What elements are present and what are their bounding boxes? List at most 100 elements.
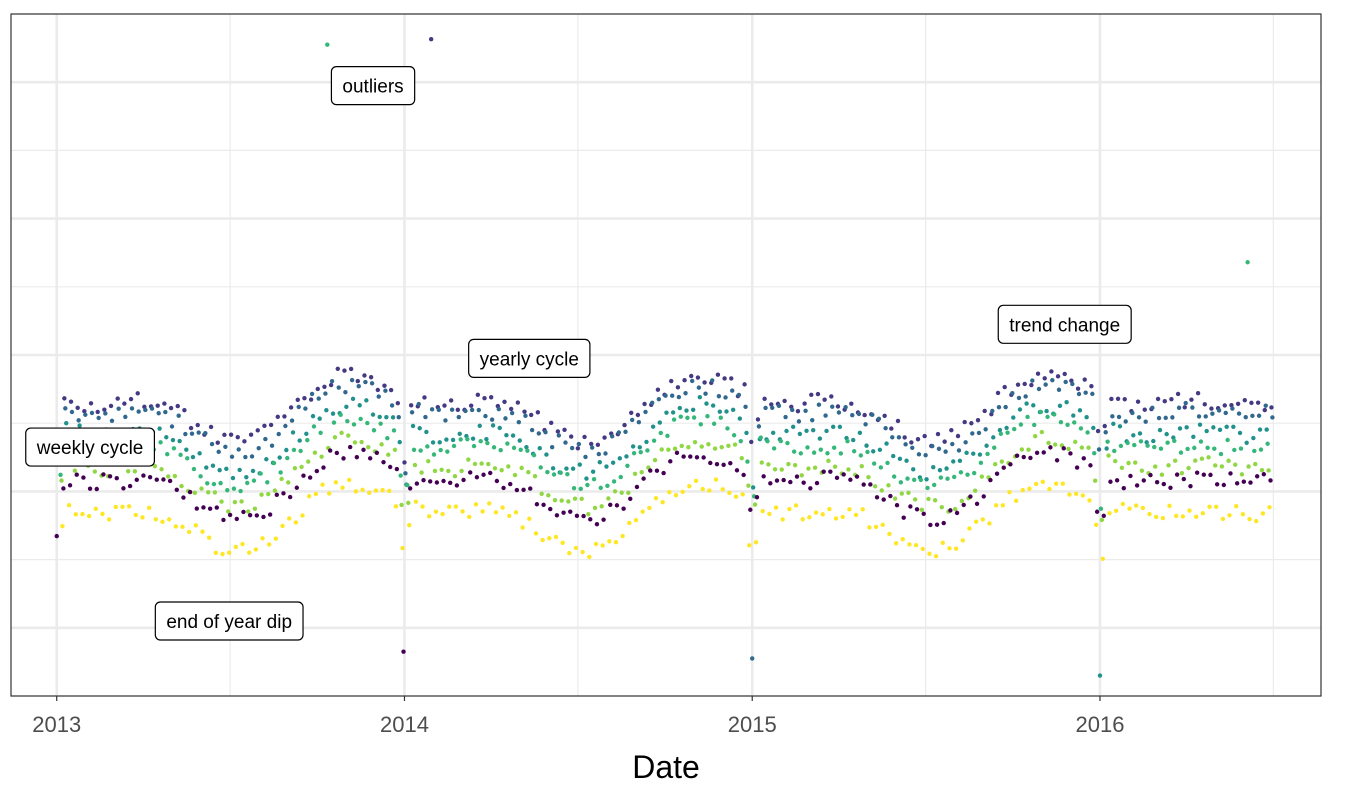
data-point bbox=[918, 477, 924, 483]
data-point bbox=[1039, 429, 1045, 435]
data-point bbox=[721, 462, 726, 468]
data-point bbox=[1263, 403, 1268, 408]
data-point bbox=[816, 402, 822, 407]
data-point bbox=[251, 478, 257, 483]
data-point bbox=[582, 434, 587, 440]
data-point bbox=[822, 397, 827, 402]
data-point bbox=[1161, 481, 1167, 487]
data-point bbox=[1078, 426, 1084, 431]
data-point bbox=[478, 438, 483, 444]
data-point bbox=[824, 428, 829, 434]
data-point bbox=[1258, 447, 1264, 452]
annotation-box bbox=[997, 304, 1132, 344]
data-point bbox=[1086, 445, 1091, 450]
data-point bbox=[471, 443, 477, 449]
data-point bbox=[206, 535, 212, 540]
data-point bbox=[292, 466, 298, 471]
data-point bbox=[1151, 438, 1156, 444]
data-point bbox=[630, 444, 636, 449]
data-point bbox=[312, 450, 318, 455]
data-point bbox=[670, 410, 676, 415]
data-point bbox=[445, 449, 450, 454]
data-point bbox=[761, 474, 766, 479]
data-point bbox=[329, 378, 335, 384]
data-point bbox=[1165, 440, 1170, 445]
annotation-label: yearly cycle bbox=[468, 338, 591, 379]
data-point bbox=[189, 431, 195, 436]
data-point bbox=[459, 468, 464, 474]
data-point bbox=[962, 419, 967, 425]
data-point bbox=[1122, 397, 1127, 402]
data-point bbox=[673, 493, 679, 498]
data-point bbox=[622, 422, 627, 428]
data-point bbox=[246, 550, 252, 555]
data-point bbox=[163, 409, 168, 415]
data-point bbox=[387, 464, 393, 470]
data-point bbox=[574, 513, 580, 519]
data-point bbox=[473, 502, 479, 507]
data-point bbox=[815, 391, 821, 397]
data-point bbox=[1214, 504, 1219, 510]
data-point bbox=[904, 458, 909, 463]
data-point bbox=[931, 482, 937, 488]
data-point bbox=[860, 507, 865, 512]
data-point bbox=[1022, 381, 1027, 387]
data-point bbox=[443, 418, 448, 423]
data-point bbox=[552, 497, 558, 503]
data-point bbox=[614, 503, 620, 508]
data-point bbox=[910, 445, 915, 450]
data-point bbox=[1148, 472, 1153, 478]
panel-border bbox=[10, 13, 1322, 697]
data-point bbox=[571, 486, 577, 491]
data-point bbox=[770, 430, 776, 436]
data-point bbox=[838, 451, 844, 456]
data-point bbox=[1137, 431, 1143, 436]
data-point bbox=[1025, 414, 1030, 420]
data-point bbox=[554, 513, 560, 518]
data-point bbox=[266, 542, 272, 547]
data-point bbox=[1050, 378, 1055, 383]
data-point bbox=[804, 428, 809, 433]
data-point bbox=[736, 392, 742, 398]
data-point bbox=[1255, 400, 1261, 405]
data-point bbox=[511, 445, 517, 451]
data-point bbox=[293, 520, 299, 525]
data-point bbox=[835, 404, 841, 409]
data-point bbox=[1056, 387, 1062, 392]
data-point bbox=[340, 485, 345, 490]
data-point bbox=[922, 433, 927, 439]
data-point bbox=[691, 415, 697, 420]
annotation-text: outliers bbox=[342, 77, 403, 98]
data-point bbox=[778, 438, 784, 444]
data-point bbox=[633, 517, 639, 523]
data-point bbox=[266, 491, 271, 497]
data-point bbox=[1174, 472, 1180, 477]
data-point bbox=[1246, 464, 1251, 469]
data-point bbox=[1188, 483, 1193, 489]
data-point bbox=[1133, 503, 1139, 508]
data-point bbox=[886, 483, 891, 488]
data-point bbox=[503, 416, 508, 421]
data-point bbox=[172, 473, 178, 479]
data-point bbox=[314, 468, 320, 474]
data-point bbox=[1198, 439, 1204, 444]
data-point bbox=[248, 432, 254, 437]
data-point bbox=[1218, 451, 1224, 457]
data-point bbox=[1038, 409, 1044, 415]
data-point bbox=[997, 427, 1003, 433]
data-point bbox=[1175, 391, 1181, 397]
data-point bbox=[803, 408, 808, 414]
data-point bbox=[629, 410, 634, 415]
data-point bbox=[1126, 460, 1131, 466]
data-point bbox=[783, 414, 788, 420]
data-point bbox=[553, 534, 559, 540]
data-point bbox=[833, 516, 839, 521]
data-point bbox=[527, 516, 532, 521]
data-point bbox=[1083, 390, 1088, 395]
data-point bbox=[377, 414, 382, 420]
data-point bbox=[1253, 461, 1258, 467]
data-point bbox=[483, 413, 488, 419]
data-point bbox=[555, 429, 561, 434]
data-point bbox=[908, 504, 913, 509]
data-point bbox=[661, 470, 666, 476]
